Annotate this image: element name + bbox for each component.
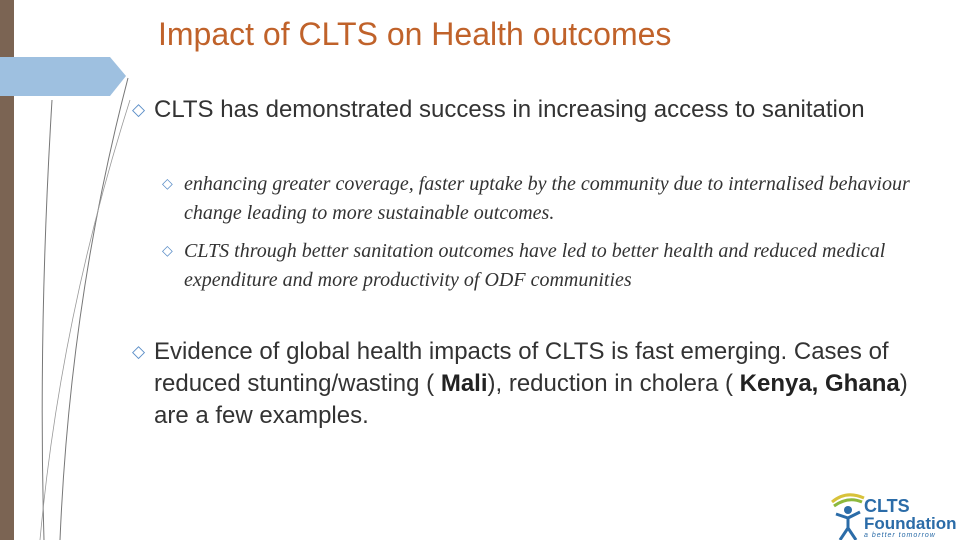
slide-title: Impact of CLTS on Health outcomes (158, 16, 672, 52)
bullet-part: Evidence of global health impacts of CLT… (154, 338, 889, 397)
sub-bullet-text: CLTS through better sanitation outcomes … (184, 240, 886, 291)
logo-icon (831, 493, 865, 540)
sub-bullet: ◇ CLTS through better sanitation outcomes… (162, 240, 886, 291)
logo: CLTS Foundation a better tomorrow (826, 488, 960, 540)
logo-name: CLTS (864, 496, 910, 516)
logo-name: Foundation (864, 514, 957, 533)
sub-bullet: ◇ enhancing greater coverage, faster upta… (162, 173, 910, 224)
logo-tagline: a better tomorrow (864, 532, 936, 539)
deco-line (59, 77, 129, 540)
bullet-text: CLTS has demonstrated success in increas… (154, 96, 865, 123)
side-bar (0, 0, 14, 540)
bullet: ◇ Evidence of global health impacts of CL… (132, 338, 908, 429)
bullet-part: Mali (440, 370, 488, 397)
bullet-part: Kenya, Ghana (739, 370, 900, 397)
sub-bullet-text: enhancing greater coverage, faster uptak… (184, 173, 910, 224)
bullet-part: ) are a few examples. (154, 370, 908, 429)
deco-line (41, 99, 53, 540)
bullet: ◇ CLTS has demonstrated success in increa… (132, 96, 865, 123)
deco-line (39, 99, 131, 540)
bullet-part: ), reduction in cholera ( (487, 370, 740, 397)
title-tab (0, 57, 126, 96)
